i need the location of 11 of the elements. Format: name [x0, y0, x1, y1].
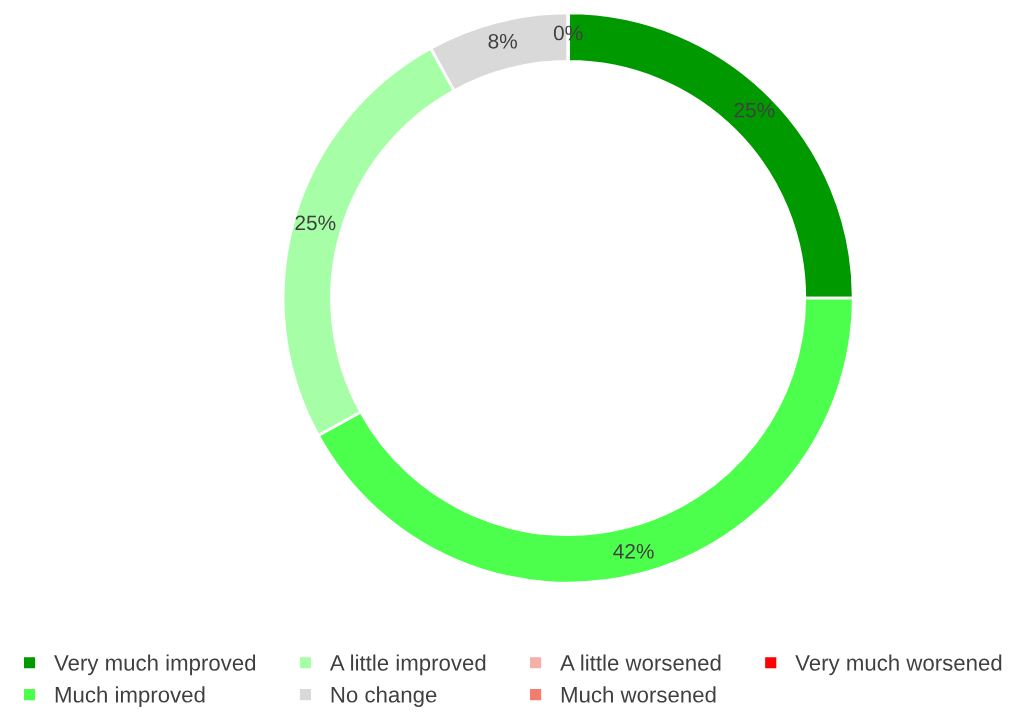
- legend-label: Very much improved: [54, 654, 256, 676]
- legend-label: Much worsened: [561, 686, 716, 703]
- data-label: 8%: [488, 33, 517, 49]
- data-label: 25%: [295, 215, 336, 231]
- legend-label: Much improved: [55, 686, 205, 707]
- legend-label: Very much worsened: [795, 654, 1002, 676]
- legend-label: No change: [331, 686, 437, 707]
- legend-label: A little improved: [329, 654, 486, 676]
- data-label: 42%: [613, 543, 654, 559]
- data-label: 25%: [734, 102, 775, 118]
- legend-label: A little worsened: [560, 654, 721, 671]
